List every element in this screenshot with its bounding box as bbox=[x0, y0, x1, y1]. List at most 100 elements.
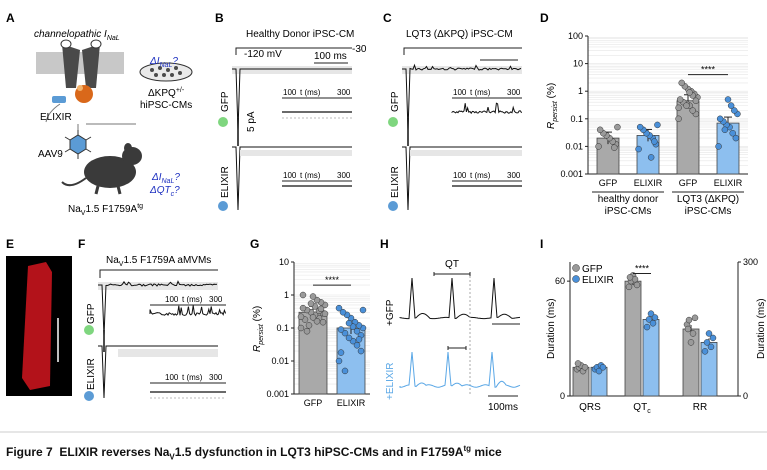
data-point-elixir bbox=[635, 145, 642, 153]
data-point-elixir bbox=[724, 96, 732, 103]
inset-tick: 300 bbox=[507, 88, 521, 97]
data-point-gfp bbox=[685, 316, 693, 324]
y-tick-label: 60 bbox=[555, 276, 565, 286]
group-label: LQT3 (ΔKPQ) bbox=[677, 194, 739, 205]
data-point-gfp bbox=[309, 293, 317, 300]
data-point-elixir bbox=[649, 320, 657, 327]
data-point-elixir bbox=[643, 323, 651, 331]
gfp-virus-icon bbox=[84, 325, 94, 335]
panel-e bbox=[6, 256, 72, 396]
legend-marker bbox=[572, 264, 580, 272]
panel-c: LQT3 (ΔKPQ) iPSC-CM GFP t (ms) 100 300 E… bbox=[388, 29, 523, 211]
channel-cap-left bbox=[60, 39, 72, 49]
data-point-gfp bbox=[309, 314, 317, 321]
y-tick-label: 0.1 bbox=[276, 323, 289, 333]
question-qtc: ΔQTc? bbox=[149, 185, 180, 198]
panel-letter-i: I bbox=[540, 237, 543, 251]
trace-f-elixir-band bbox=[118, 349, 218, 357]
y-tick-label: 1 bbox=[578, 86, 583, 96]
y-tick-label: 0.01 bbox=[565, 141, 583, 151]
data-point-elixir bbox=[345, 334, 353, 342]
figure-caption: Figure 7 ELIXIR reverses NaV1.5 dysfunct… bbox=[6, 444, 502, 461]
trace-f-elixir bbox=[98, 345, 218, 399]
y-tick-label: 0 bbox=[560, 391, 565, 401]
y-axis-label: Rpersist (%) bbox=[252, 306, 265, 352]
mouse-model-label: NaV1.5 F1759Atg bbox=[68, 203, 143, 217]
data-point-elixir bbox=[727, 102, 735, 109]
data-point-gfp bbox=[692, 97, 700, 105]
panel-b: Healthy Donor iPSC-CM -120 mV -30 100 ms… bbox=[218, 29, 367, 211]
trace-c-elixir-band bbox=[410, 150, 522, 156]
channel-cap-right bbox=[90, 39, 102, 49]
data-point-elixir bbox=[341, 329, 349, 337]
bar-elixir bbox=[642, 319, 660, 397]
data-point-elixir bbox=[703, 339, 711, 346]
y-tick-label: 0 bbox=[743, 391, 748, 401]
y-tick-label: 0.01 bbox=[271, 356, 289, 366]
panel-letter-c: C bbox=[383, 11, 392, 25]
data-point-gfp bbox=[596, 126, 604, 134]
row-label-c-gfp: GFP bbox=[390, 91, 401, 112]
row-label-b-gfp: GFP bbox=[220, 91, 231, 112]
data-point-elixir bbox=[339, 309, 347, 316]
panel-letter-h: H bbox=[380, 237, 389, 251]
data-point-elixir bbox=[341, 367, 349, 375]
qt-bracket-elixir bbox=[447, 346, 467, 350]
significance-label: **** bbox=[325, 275, 340, 285]
data-point-elixir bbox=[647, 310, 655, 317]
inset-axis-label: t (ms) bbox=[300, 88, 321, 97]
inset-axis-label: t (ms) bbox=[300, 171, 321, 180]
significance-label: **** bbox=[701, 65, 716, 75]
data-point-gfp bbox=[299, 291, 307, 299]
row-label-h-gfp: +GFP bbox=[385, 299, 396, 326]
trace-b-gfp-band bbox=[232, 66, 352, 74]
x-tick-label: QTc bbox=[633, 402, 651, 415]
voltage-protocol-f bbox=[99, 269, 218, 278]
inset-axis-label: t (ms) bbox=[470, 171, 491, 180]
data-point-elixir bbox=[636, 123, 644, 131]
inset-tick: 300 bbox=[337, 88, 351, 97]
panel-letter-g: G bbox=[250, 237, 259, 251]
figure-number: Figure 7 bbox=[6, 445, 53, 459]
data-point-gfp bbox=[633, 281, 641, 289]
y-tick-label: 1 bbox=[284, 290, 289, 300]
data-point-elixir bbox=[359, 306, 367, 314]
y-tick-label: 0.001 bbox=[560, 169, 583, 179]
trace-c-gfp-band bbox=[402, 66, 522, 74]
trace-c-gfp bbox=[402, 63, 522, 131]
inset-tick: 100 bbox=[165, 295, 179, 304]
data-point-gfp bbox=[297, 324, 305, 332]
data-point-elixir bbox=[705, 330, 713, 337]
bar-gfp bbox=[682, 328, 700, 397]
legend-label: GFP bbox=[582, 264, 603, 275]
ecg-scale-label: 100ms bbox=[488, 402, 518, 413]
ecg-trace-gfp bbox=[399, 277, 521, 320]
panel-c-title: LQT3 (ΔKPQ) iPSC-CM bbox=[406, 29, 513, 40]
channel-right bbox=[82, 44, 100, 88]
data-point-gfp bbox=[305, 322, 313, 329]
gfp-virus-icon bbox=[388, 117, 398, 127]
data-point-gfp bbox=[691, 314, 699, 322]
pointer-line bbox=[45, 103, 61, 123]
row-label-f-gfp: GFP bbox=[86, 303, 97, 324]
inset-trace-f-gfp bbox=[149, 305, 227, 317]
caption-text: ELIXIR reverses NaV1.5 dysfunction in LQ… bbox=[59, 444, 502, 462]
data-point-gfp bbox=[313, 318, 321, 325]
group-label: iPSC-CMs bbox=[605, 206, 652, 217]
y-tick-label: 0.001 bbox=[266, 389, 289, 399]
legend-label: ELIXIR bbox=[582, 275, 614, 286]
data-point-gfp bbox=[595, 143, 602, 150]
data-point-gfp bbox=[676, 96, 684, 103]
x-tick-label: GFP bbox=[304, 398, 323, 408]
inset-axis-label: t (ms) bbox=[182, 295, 203, 304]
panel-letter-e: E bbox=[6, 237, 14, 251]
panel-letter-d: D bbox=[540, 11, 549, 25]
data-point-gfp bbox=[686, 89, 693, 96]
data-point-gfp bbox=[574, 360, 582, 367]
data-point-elixir bbox=[357, 347, 365, 355]
data-point-elixir bbox=[599, 364, 607, 371]
trace-c-elixir bbox=[402, 146, 522, 211]
data-point-elixir bbox=[709, 334, 717, 342]
row-label-f-elixir: ELIXIR bbox=[86, 358, 97, 390]
panel-letter-f: F bbox=[78, 237, 85, 251]
